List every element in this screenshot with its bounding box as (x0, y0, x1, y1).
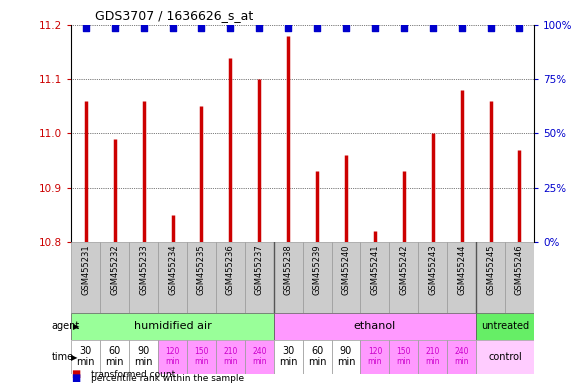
Text: ■: ■ (71, 369, 81, 379)
Text: 240
min: 240 min (455, 347, 469, 366)
Bar (245, 242, 274, 313)
Text: 240
min: 240 min (252, 347, 267, 366)
Text: GSM455246: GSM455246 (515, 244, 524, 295)
Text: 120
min: 120 min (165, 347, 180, 366)
Text: GDS3707 / 1636626_s_at: GDS3707 / 1636626_s_at (95, 9, 253, 22)
Text: percentile rank within the sample: percentile rank within the sample (91, 374, 244, 383)
Text: GSM455231: GSM455231 (81, 244, 90, 295)
Text: GSM455242: GSM455242 (399, 244, 408, 295)
Point (139, 25, 148, 31)
Bar (71, 242, 100, 313)
Text: ■: ■ (71, 373, 81, 383)
Text: GSM455244: GSM455244 (457, 244, 466, 295)
Text: GSM455237: GSM455237 (255, 244, 264, 295)
Bar (187, 340, 216, 374)
Point (428, 25, 437, 31)
Point (341, 25, 351, 31)
Bar (216, 340, 245, 374)
Bar (476, 340, 534, 374)
Point (399, 25, 408, 31)
Bar (389, 242, 418, 313)
Bar (100, 242, 129, 313)
Text: 150
min: 150 min (396, 347, 411, 366)
Text: GSM455236: GSM455236 (226, 244, 235, 295)
Point (110, 25, 119, 31)
Bar (274, 340, 303, 374)
Text: humidified air: humidified air (134, 321, 211, 331)
Point (81, 25, 90, 31)
Point (371, 25, 380, 31)
Text: GSM455235: GSM455235 (197, 244, 206, 295)
Bar (360, 242, 389, 313)
Text: GSM455240: GSM455240 (341, 244, 351, 295)
Text: ▶: ▶ (73, 322, 79, 331)
Bar (274, 313, 476, 340)
Text: 150
min: 150 min (194, 347, 209, 366)
Text: untreated: untreated (481, 321, 529, 331)
Text: GSM455238: GSM455238 (284, 244, 293, 295)
Point (312, 25, 321, 31)
Bar (360, 340, 389, 374)
Bar (447, 340, 476, 374)
Bar (332, 340, 360, 374)
Text: GSM455233: GSM455233 (139, 244, 148, 295)
Point (457, 25, 466, 31)
Bar (447, 242, 476, 313)
Text: control: control (488, 352, 522, 362)
Bar (418, 340, 447, 374)
Bar (303, 242, 332, 313)
Bar (129, 242, 158, 313)
Bar (418, 242, 447, 313)
Text: 120
min: 120 min (368, 347, 382, 366)
Bar (158, 242, 187, 313)
Point (515, 25, 524, 31)
Bar (245, 340, 274, 374)
Bar (129, 340, 158, 374)
Bar (476, 242, 505, 313)
Bar (505, 242, 534, 313)
Point (284, 25, 293, 31)
Bar (303, 340, 332, 374)
Text: GSM455243: GSM455243 (428, 244, 437, 295)
Text: ethanol: ethanol (354, 321, 396, 331)
Text: GSM455232: GSM455232 (110, 244, 119, 295)
Text: 210
min: 210 min (223, 347, 238, 366)
Text: transformed count: transformed count (91, 370, 176, 379)
Bar (332, 242, 360, 313)
Text: GSM455239: GSM455239 (312, 244, 321, 295)
Bar (158, 340, 187, 374)
Text: 60
min: 60 min (106, 346, 124, 367)
Text: agent: agent (51, 321, 79, 331)
Text: GSM455245: GSM455245 (486, 244, 495, 295)
Point (255, 25, 264, 31)
Text: 90
min: 90 min (337, 346, 355, 367)
Bar (476, 313, 534, 340)
Point (168, 25, 177, 31)
Text: 90
min: 90 min (134, 346, 153, 367)
Bar (100, 340, 129, 374)
Bar (389, 340, 418, 374)
Text: time: time (51, 352, 74, 362)
Text: ▶: ▶ (71, 353, 77, 362)
Text: GSM455241: GSM455241 (371, 244, 379, 295)
Text: 60
min: 60 min (308, 346, 327, 367)
Text: GSM455234: GSM455234 (168, 244, 177, 295)
Bar (71, 313, 274, 340)
Bar (216, 242, 245, 313)
Bar (187, 242, 216, 313)
Point (197, 25, 206, 31)
Text: 210
min: 210 min (425, 347, 440, 366)
Point (226, 25, 235, 31)
Text: 30
min: 30 min (279, 346, 297, 367)
Bar (274, 242, 303, 313)
Bar (71, 340, 100, 374)
Text: 30
min: 30 min (77, 346, 95, 367)
Point (486, 25, 495, 31)
